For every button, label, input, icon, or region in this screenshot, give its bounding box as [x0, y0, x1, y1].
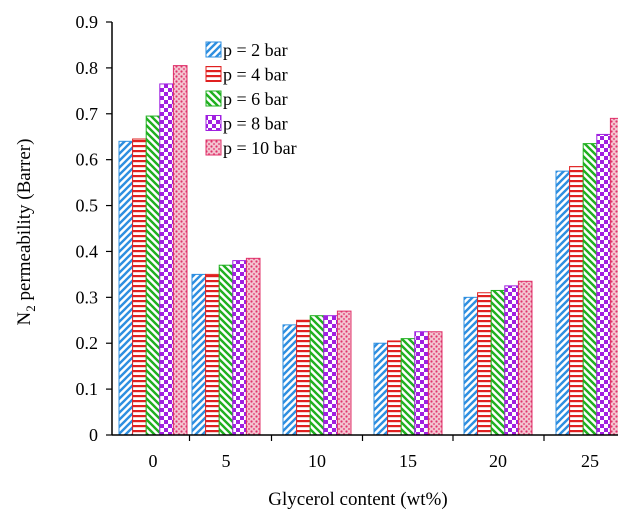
legend-label: p = 10 bar — [223, 138, 297, 158]
y-tick-label: 0.3 — [76, 287, 99, 307]
legend-swatch — [205, 90, 222, 107]
x-tick-label: 25 — [581, 451, 599, 471]
x-tick-label: 15 — [399, 451, 417, 471]
bar — [159, 83, 174, 436]
bar — [132, 138, 147, 436]
bar — [145, 115, 161, 436]
y-axis-title-subscript: 2 — [23, 305, 38, 312]
legend-swatch — [205, 115, 222, 131]
y-tick-label: 0.6 — [76, 150, 99, 170]
bar — [400, 338, 416, 436]
bar — [118, 140, 134, 436]
y-tick-label: 0.7 — [76, 104, 99, 124]
y-tick-label: 0.5 — [76, 196, 99, 216]
legend-label: p = 4 bar — [223, 65, 288, 85]
bar — [191, 273, 207, 436]
x-axis-title: Glycerol content (wt%) — [268, 489, 447, 510]
x-tick-label: 0 — [149, 451, 158, 471]
bar — [517, 280, 533, 436]
bar — [582, 143, 598, 436]
bar — [463, 296, 479, 436]
y-tick-label: 0.4 — [76, 241, 99, 261]
bar — [387, 340, 402, 436]
bar — [232, 260, 247, 436]
bar — [555, 170, 571, 436]
bar — [414, 331, 429, 436]
y-tick-label: 0.9 — [76, 12, 99, 32]
x-axis-ticks: 0 5 10 15 20 25 — [149, 435, 599, 471]
bar — [373, 342, 389, 436]
bars — [118, 65, 618, 436]
bar — [504, 285, 519, 436]
legend-swatch — [205, 41, 222, 58]
bar — [172, 65, 188, 436]
bar — [569, 166, 584, 436]
legend-swatch — [205, 139, 222, 156]
bar — [296, 319, 311, 436]
bar — [323, 315, 338, 436]
y-tick-label: 0 — [89, 425, 98, 445]
legend-label: p = 2 bar — [223, 40, 288, 60]
x-tick-label: 20 — [489, 451, 507, 471]
y-tick-label: 0.8 — [76, 58, 99, 78]
bar — [218, 264, 234, 436]
bar — [596, 133, 611, 436]
bar — [477, 292, 492, 436]
bar — [245, 257, 261, 436]
y-tick-label: 0.1 — [76, 379, 99, 399]
y-axis-title: N2 permeability (Barrer) — [14, 139, 38, 326]
legend-swatch — [205, 66, 222, 82]
y-axis-ticks: 0 0.1 0.2 0.3 0.4 0.5 0.6 0.7 0.8 0.9 — [76, 12, 112, 445]
y-tick-label: 0.2 — [76, 333, 99, 353]
bar — [490, 289, 506, 436]
bar — [609, 117, 618, 436]
legend: p = 2 bar p = 4 bar p = 6 bar p = 8 bar p = … — [205, 40, 297, 158]
legend-label: p = 6 bar — [223, 89, 288, 109]
x-tick-label: 5 — [222, 451, 231, 471]
x-tick-label: 10 — [308, 451, 326, 471]
y-axis-title-main: N — [14, 311, 35, 325]
bar — [205, 273, 220, 436]
y-axis-title-rest: permeability (Barrer) — [14, 139, 35, 306]
bar — [427, 331, 443, 436]
bar — [336, 310, 352, 436]
bar — [282, 324, 298, 436]
bar — [309, 315, 325, 436]
legend-label: p = 8 bar — [223, 114, 288, 134]
